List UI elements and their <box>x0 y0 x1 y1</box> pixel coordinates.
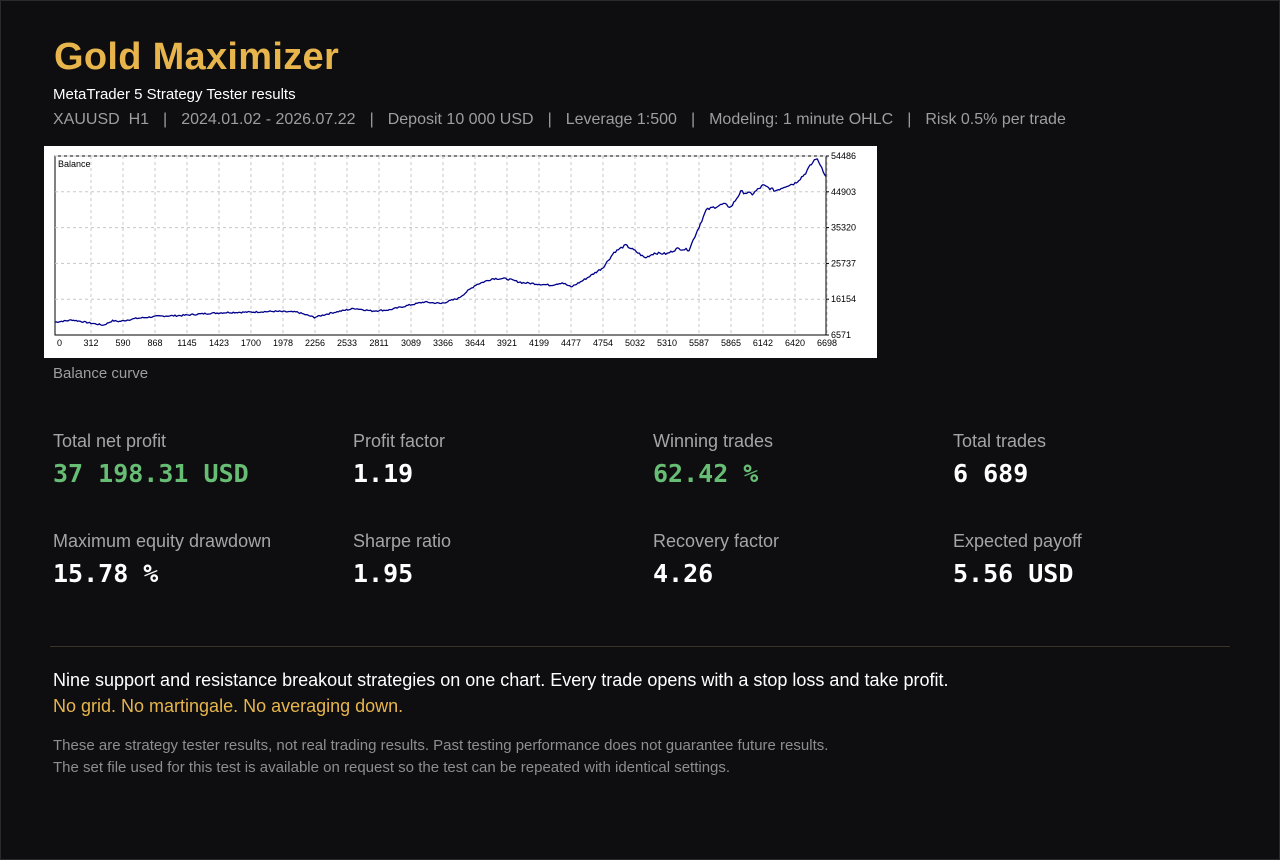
metric-winning-trades: Winning trades 62.42 % <box>653 431 773 488</box>
metric-value: 1.95 <box>353 559 414 588</box>
balance-chart-svg: 0 312 590 868 1145 1423 1700 1978 2256 2533 2811 30… <box>54 151 856 348</box>
param-deposit: Deposit 10 000 USD <box>387 111 534 128</box>
x-tick-label: 868 <box>148 338 163 348</box>
y-tick-label: 54486 <box>831 151 856 161</box>
metric-value: 6 689 <box>953 459 1029 488</box>
metric-recovery-factor: Recovery factor 4.26 <box>653 531 779 588</box>
metric-label: Total net profit <box>53 431 167 451</box>
x-tick-label: 4477 <box>561 338 581 348</box>
metric-value: 15.78 % <box>53 559 159 588</box>
x-tick-label: 2533 <box>337 338 357 348</box>
y-tick-label: 16154 <box>831 294 856 304</box>
metric-max-equity-drawdown: Maximum equity drawdown 15.78 % <box>53 531 271 588</box>
param-leverage: Leverage 1:500 <box>565 111 677 128</box>
x-tick-label: 3921 <box>497 338 517 348</box>
x-tick-label: 5587 <box>689 338 709 348</box>
x-tick-label: 0 <box>57 338 62 348</box>
x-tick-label: 2811 <box>369 338 388 348</box>
metric-label: Maximum equity drawdown <box>53 531 272 551</box>
x-tick-label: 6420 <box>785 338 805 348</box>
param-separator: | <box>547 111 552 128</box>
x-tick-label: 3089 <box>401 338 421 348</box>
param-separator: | <box>690 111 696 128</box>
metric-value: 62.42 % <box>653 459 759 488</box>
param-separator: | <box>907 111 912 128</box>
x-tick-label: 3366 <box>433 338 453 348</box>
disclaimer-line-1: These are strategy tester results, not r… <box>53 737 829 754</box>
metric-total-net-profit: Total net profit 37 198.31 USD <box>53 431 249 488</box>
x-tick-label: 1423 <box>209 338 229 348</box>
param-modeling: Modeling: 1 minute OHLC <box>709 111 894 128</box>
metric-label: Sharpe ratio <box>353 531 452 551</box>
metric-sharpe-ratio: Sharpe ratio 1.95 <box>353 531 451 588</box>
metric-value: 5.56 USD <box>953 559 1074 588</box>
x-tick-label: 590 <box>115 338 130 348</box>
x-tick-label: 5865 <box>721 338 741 348</box>
x-tick-label: 6698 <box>817 338 837 348</box>
balance-series-line <box>54 158 827 326</box>
metric-value: 37 198.31 USD <box>53 459 249 488</box>
strategy-highlight: No grid. No martingale. No averaging dow… <box>53 696 404 716</box>
x-tick-label: 4754 <box>593 338 613 348</box>
chart-caption: Balance curve <box>53 365 149 382</box>
plot-area <box>54 155 827 336</box>
metric-expected-payoff: Expected payoff 5.56 USD <box>953 531 1082 588</box>
metric-profit-factor: Profit factor 1.19 <box>353 431 445 488</box>
x-tick-label: 4199 <box>529 338 549 348</box>
param-separator: | <box>369 111 374 128</box>
test-parameters: XAUUSD H1 | 2024.01.02 - 2026.07.22 | Deposi… <box>53 111 1066 129</box>
metric-value: 4.26 <box>653 559 714 588</box>
section-divider <box>50 646 1230 647</box>
y-tick-label: 35320 <box>831 223 856 233</box>
param-symbol: XAUUSD H1 <box>53 111 150 128</box>
metric-label: Expected payoff <box>953 531 1082 551</box>
strategy-description: Nine support and resistance breakout str… <box>53 670 949 690</box>
disclaimer-line-2: The set file used for this test is avail… <box>53 759 731 776</box>
param-period: 2024.01.02 - 2026.07.22 <box>181 111 356 128</box>
x-tick-label: 5310 <box>657 338 677 348</box>
metric-label: Recovery factor <box>653 531 780 551</box>
chart-title: Balance <box>58 159 91 169</box>
page-subtitle: MetaTrader 5 Strategy Tester results <box>53 86 296 103</box>
metric-value: 1.19 <box>353 459 414 488</box>
x-tick-label: 1145 <box>177 338 196 348</box>
metric-label: Profit factor <box>353 431 446 451</box>
metric-label: Winning trades <box>653 431 774 451</box>
x-tick-label: 312 <box>83 338 98 348</box>
x-tick-label: 1978 <box>273 338 293 348</box>
param-risk: Risk 0.5% per trade <box>925 111 1066 128</box>
page-title: Gold Maximizer <box>54 36 340 78</box>
x-tick-label: 6142 <box>753 338 773 348</box>
y-tick-label: 44903 <box>831 187 856 197</box>
x-tick-label: 5032 <box>625 338 645 348</box>
param-separator: | <box>163 111 168 128</box>
x-tick-label: 3644 <box>465 338 485 348</box>
metric-total-trades: Total trades 6 689 <box>953 431 1046 488</box>
x-tick-label: 2256 <box>305 338 325 348</box>
metric-label: Total trades <box>953 431 1047 451</box>
y-tick-label: 6571 <box>831 330 851 340</box>
balance-chart: 0 312 590 868 1145 1423 1700 1978 2256 2533 2811 30… <box>44 146 877 358</box>
y-tick-label: 25737 <box>831 258 856 268</box>
x-tick-label: 1700 <box>241 338 261 348</box>
